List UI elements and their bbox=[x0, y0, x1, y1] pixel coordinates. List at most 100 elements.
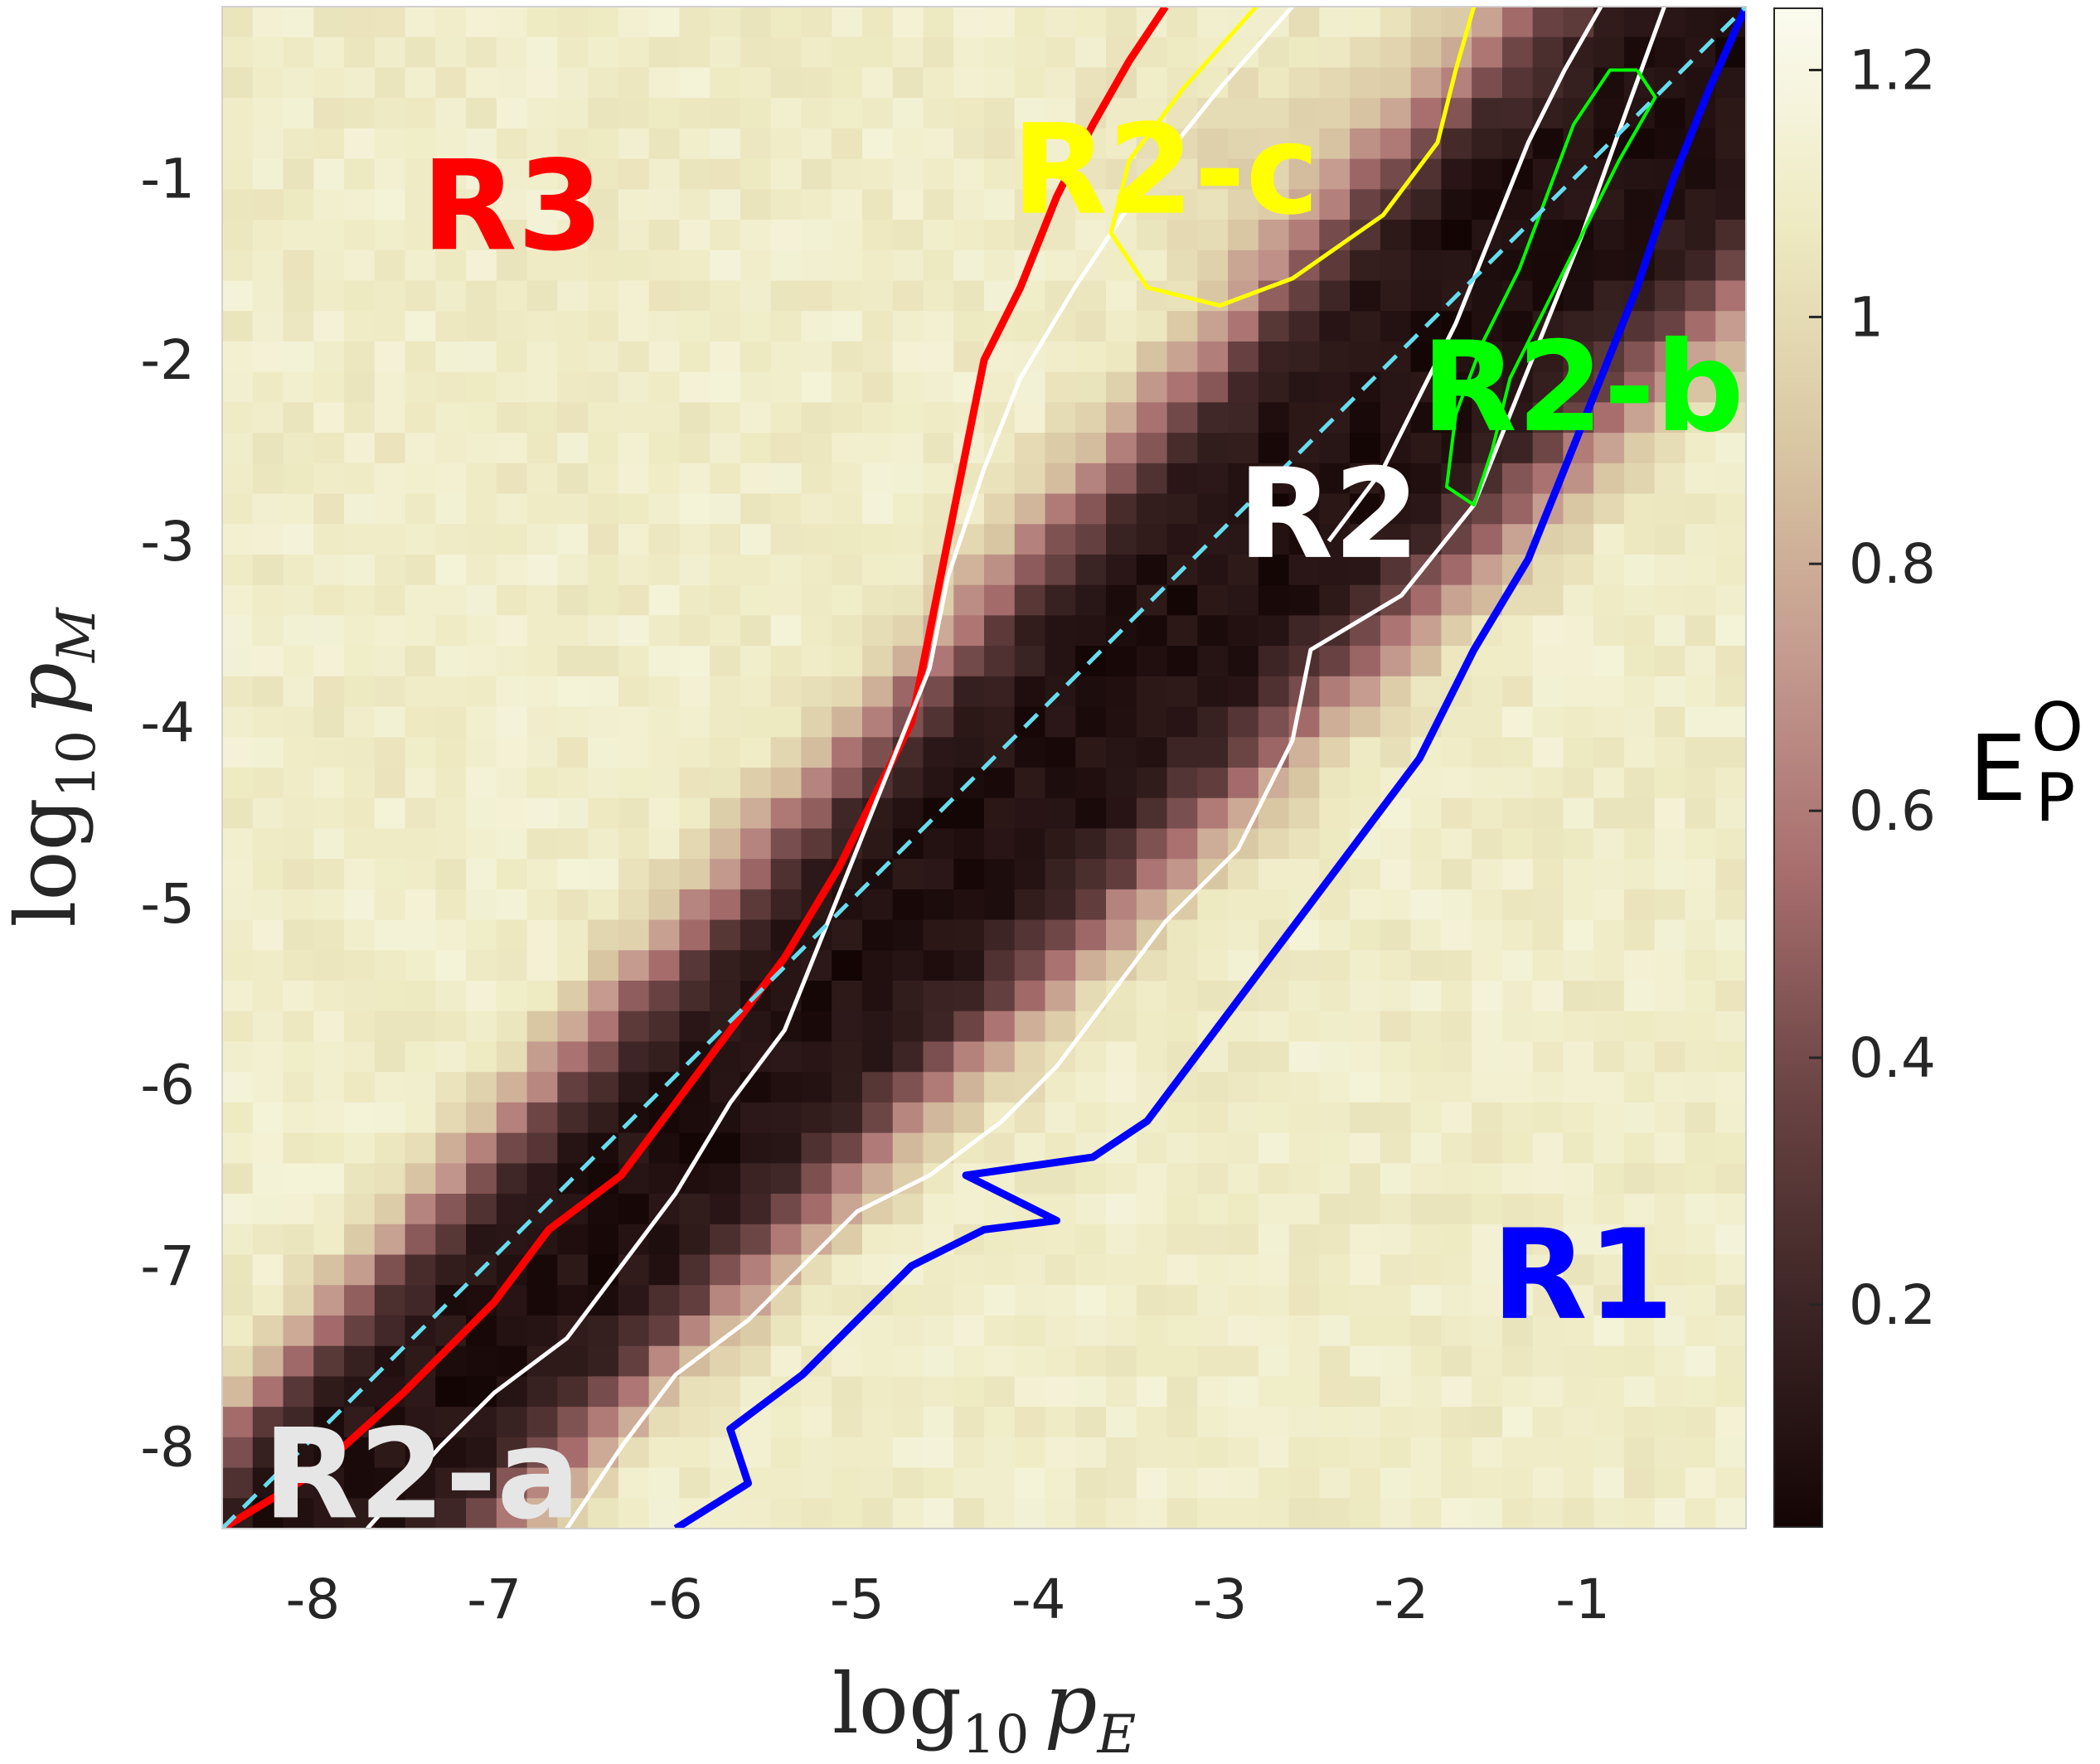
heatmap-cell bbox=[283, 981, 314, 1012]
heatmap-cell bbox=[588, 706, 619, 738]
heatmap-cell bbox=[1380, 950, 1412, 981]
heatmap-cell bbox=[557, 493, 589, 525]
heatmap-cell bbox=[770, 1224, 803, 1256]
heatmap-cell bbox=[1593, 676, 1625, 708]
heatmap-cell bbox=[405, 250, 436, 282]
heatmap-cell bbox=[1136, 220, 1168, 251]
heatmap-cell bbox=[1685, 524, 1716, 555]
heatmap-cell bbox=[1136, 1285, 1168, 1316]
heatmap-cell bbox=[313, 1254, 345, 1286]
heatmap-cell bbox=[1563, 981, 1594, 1012]
heatmap-cell bbox=[405, 1285, 436, 1316]
heatmap-cell bbox=[801, 402, 832, 434]
heatmap-cell bbox=[1045, 1102, 1076, 1134]
region-label-r2: R2 bbox=[1238, 443, 1420, 587]
heatmap-cell bbox=[1136, 493, 1168, 525]
heatmap-cell bbox=[1715, 584, 1746, 616]
heatmap-cell bbox=[588, 797, 619, 830]
heatmap-cell bbox=[1258, 220, 1290, 251]
heatmap-cell bbox=[832, 981, 863, 1012]
heatmap-cell bbox=[252, 706, 284, 738]
heatmap-cell bbox=[618, 402, 650, 434]
heatmap-cell bbox=[1258, 828, 1290, 860]
heatmap-cell bbox=[801, 554, 832, 586]
heatmap-cell bbox=[679, 524, 711, 555]
heatmap-cell bbox=[1228, 341, 1259, 373]
heatmap-cell bbox=[648, 67, 680, 99]
heatmap-cell bbox=[618, 433, 650, 464]
heatmap-cell bbox=[1715, 768, 1746, 799]
heatmap-cell bbox=[679, 1437, 711, 1469]
heatmap-cell bbox=[1654, 1254, 1686, 1286]
y-tick-label: -7 bbox=[140, 1234, 195, 1298]
heatmap-cell bbox=[1593, 889, 1625, 921]
heatmap-cell bbox=[252, 889, 284, 921]
heatmap-cell bbox=[374, 797, 406, 830]
heatmap-cell bbox=[1501, 524, 1534, 555]
heatmap-cell bbox=[984, 919, 1016, 951]
heatmap-cell bbox=[1654, 1010, 1686, 1043]
heatmap-cell bbox=[526, 98, 558, 129]
heatmap-cell bbox=[679, 341, 711, 373]
heatmap-cell bbox=[710, 676, 741, 708]
heatmap-cell bbox=[1106, 584, 1137, 616]
heatmap-cell bbox=[679, 646, 711, 677]
heatmap-cell bbox=[801, 615, 832, 647]
heatmap-cell bbox=[1288, 371, 1320, 403]
heatmap-cell bbox=[1106, 1437, 1137, 1469]
heatmap-cell bbox=[313, 1498, 345, 1529]
heatmap-cell bbox=[1685, 463, 1716, 495]
heatmap-cell bbox=[1715, 433, 1746, 464]
heatmap-cell bbox=[252, 797, 284, 830]
heatmap-cell bbox=[618, 250, 650, 282]
heatmap-cell bbox=[1258, 889, 1290, 921]
heatmap-cell bbox=[526, 1072, 558, 1103]
heatmap-cell bbox=[252, 919, 284, 951]
heatmap-cell bbox=[1563, 1345, 1594, 1377]
heatmap-cell bbox=[374, 1254, 406, 1286]
heatmap-cell bbox=[1623, 584, 1656, 616]
heatmap-cell bbox=[405, 737, 436, 768]
heatmap-cell bbox=[648, 371, 680, 403]
heatmap-cell bbox=[618, 36, 650, 69]
heatmap-cell bbox=[984, 371, 1016, 403]
heatmap-cell bbox=[435, 1254, 467, 1286]
heatmap-cell bbox=[1715, 828, 1746, 860]
heatmap-cell bbox=[1501, 250, 1534, 282]
heatmap-cell bbox=[892, 859, 924, 890]
heatmap-cell bbox=[923, 371, 954, 403]
heatmap-cell bbox=[1441, 1407, 1472, 1438]
heatmap-cell bbox=[435, 859, 467, 890]
heatmap-cell bbox=[1014, 402, 1046, 434]
heatmap-cell bbox=[648, 768, 680, 799]
heatmap-cell bbox=[1410, 1467, 1442, 1499]
heatmap-cell bbox=[252, 615, 284, 647]
heatmap-cell bbox=[710, 889, 741, 921]
heatmap-cell bbox=[1563, 1315, 1594, 1347]
heatmap-cell bbox=[252, 1132, 284, 1164]
heatmap-cell bbox=[496, 371, 528, 403]
heatmap-cell bbox=[344, 1163, 376, 1195]
heatmap-cell bbox=[557, 797, 589, 830]
heatmap-cell bbox=[1319, 1132, 1351, 1164]
heatmap-cell bbox=[1593, 706, 1625, 738]
heatmap-cell bbox=[1685, 1072, 1716, 1103]
heatmap-cell bbox=[832, 706, 863, 738]
heatmap-cell bbox=[1380, 402, 1412, 434]
x-axis-label-var: p bbox=[1044, 1655, 1097, 1752]
heatmap-cell bbox=[984, 1376, 1016, 1408]
heatmap-cell bbox=[1472, 1041, 1503, 1073]
heatmap-cell bbox=[222, 280, 254, 312]
heatmap-cell bbox=[1166, 1254, 1198, 1286]
heatmap-cell bbox=[466, 646, 497, 677]
heatmap-cell bbox=[222, 919, 254, 951]
heatmap-cell bbox=[1319, 1102, 1351, 1134]
heatmap-cell bbox=[557, 1072, 589, 1103]
heatmap-cell bbox=[1258, 1376, 1290, 1408]
heatmap-cell bbox=[283, 1498, 314, 1529]
heatmap-cell bbox=[283, 1072, 314, 1103]
heatmap-cell bbox=[1654, 311, 1686, 342]
heatmap-cell bbox=[923, 859, 954, 890]
heatmap-cell bbox=[466, 1376, 497, 1408]
heatmap-cell bbox=[1258, 859, 1290, 890]
